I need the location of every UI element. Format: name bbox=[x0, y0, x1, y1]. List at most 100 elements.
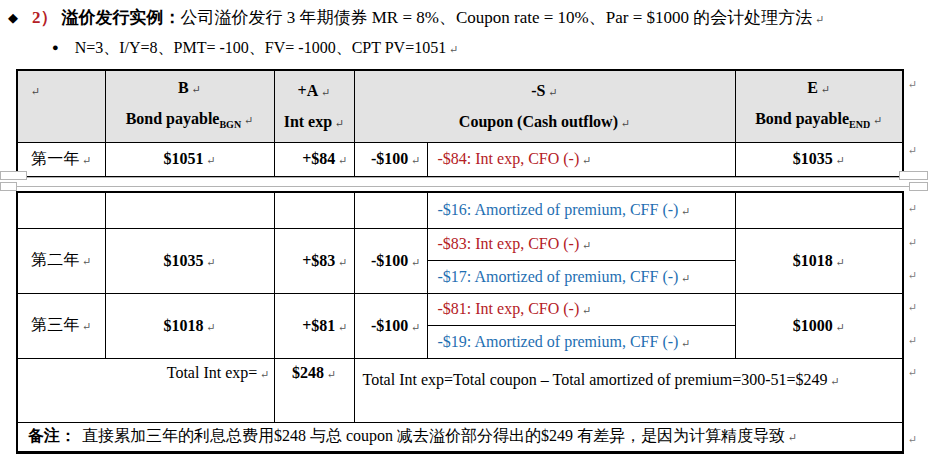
end-of-cell-mark: ↵ bbox=[338, 154, 347, 166]
heading-number: 2） bbox=[32, 8, 58, 27]
year2-int-exp-cell: +$83↵ bbox=[274, 228, 354, 293]
header-int-exp: +A↵ Int exp↵ bbox=[274, 70, 354, 143]
year3-label-cell: 第三年↵ bbox=[17, 293, 105, 358]
table-row-year1-continued: -$16: Amortized of premium, CFF (-)↵ bbox=[17, 192, 903, 228]
amortization-table-part2: -$16: Amortized of premium, CFF (-)↵ 第二年… bbox=[16, 191, 904, 454]
year1-cff-detail: -$16: Amortized of premium, CFF (-) bbox=[438, 201, 679, 218]
empty-cell bbox=[17, 192, 105, 228]
year1-coupon-value: -$100 bbox=[371, 150, 408, 167]
total-value-cell: $248↵ bbox=[274, 358, 354, 422]
year2-label: 第二年 bbox=[31, 251, 79, 268]
page-margin-box bbox=[0, 171, 27, 180]
end-of-cell-mark: ↵ bbox=[836, 154, 845, 166]
empty-cell bbox=[105, 192, 274, 228]
header-int-exp-label: Int exp bbox=[284, 113, 332, 130]
end-of-cell-mark: ↵ bbox=[206, 154, 215, 166]
header-bond-payable-label: Bond payable bbox=[126, 110, 220, 127]
header-coupon: -S↵ Coupon (Cash outflow)↵ bbox=[354, 70, 735, 143]
end-of-cell-mark: ↵ bbox=[335, 117, 344, 129]
year3-coupon-value: -$100 bbox=[371, 317, 408, 334]
end-of-cell-mark: ↵ bbox=[411, 321, 420, 333]
page-margin-box bbox=[899, 171, 928, 180]
end-of-cell-mark: ↵ bbox=[244, 114, 253, 126]
total-label: Total Int exp= bbox=[167, 364, 258, 381]
end-of-cell-mark: ↵ bbox=[681, 337, 690, 349]
table-row-year2: 第二年↵ $1035↵ +$83↵ -$100↵ -$83: Int exp, … bbox=[17, 228, 903, 260]
year1-cff-detail-cell: -$16: Amortized of premium, CFF (-)↵ bbox=[427, 192, 735, 228]
end-of-cell-mark: ↵ bbox=[82, 154, 91, 166]
end-of-cell-mark: ↵ bbox=[836, 256, 845, 268]
header-empty-cell: ↵ bbox=[17, 70, 105, 143]
remark-text: 直接累加三年的利息总费用$248 与总 coupon 减去溢价部分得出的$249… bbox=[82, 427, 785, 444]
year2-bgn-cell: $1035↵ bbox=[105, 228, 274, 293]
calculator-line: ●N=3、I/Y=8、PMT= -100、FV= -1000、CPT PV=10… bbox=[52, 38, 912, 59]
year2-cff-detail-cell: -$17: Amortized of premium, CFF (-)↵ bbox=[427, 260, 735, 293]
paragraph-mark: ↵ bbox=[815, 13, 824, 25]
year2-coupon-value: -$100 bbox=[371, 252, 408, 269]
end-of-cell-mark: ↵ bbox=[681, 205, 690, 217]
page-margin-box bbox=[0, 182, 17, 191]
year3-end-value: $1000 bbox=[793, 317, 833, 334]
page-break-line bbox=[0, 177, 928, 178]
end-of-cell-mark: ↵ bbox=[411, 256, 420, 268]
year1-end-value: $1035 bbox=[793, 150, 833, 167]
year1-int-exp-value: +$84 bbox=[302, 150, 335, 167]
header-letter-a: +A bbox=[298, 82, 319, 99]
end-of-cell-mark: ↵ bbox=[873, 114, 882, 126]
end-of-cell-mark: ↵ bbox=[621, 117, 630, 129]
paragraph-mark: ↵ bbox=[908, 334, 917, 347]
end-of-cell-mark: ↵ bbox=[82, 320, 91, 332]
end-of-cell-mark: ↵ bbox=[788, 431, 797, 443]
end-of-cell-mark: ↵ bbox=[82, 255, 91, 267]
empty-cell bbox=[274, 192, 354, 228]
year3-cff-detail-cell: -$19: Amortized of premium, CFF (-)↵ bbox=[427, 325, 735, 358]
paragraph-mark: ↵ bbox=[908, 144, 917, 157]
end-of-cell-mark: ↵ bbox=[206, 321, 215, 333]
header-letter-s: -S bbox=[531, 82, 545, 99]
year1-end-cell: $1035↵ bbox=[735, 143, 903, 177]
end-of-cell-mark: ↵ bbox=[411, 154, 420, 166]
year1-coupon-cell: -$100↵ bbox=[354, 143, 427, 177]
end-of-cell-mark: ↵ bbox=[681, 272, 690, 284]
paragraph-mark: ↵ bbox=[908, 301, 917, 314]
empty-cell bbox=[735, 192, 903, 228]
document-page: ◆2）溢价发行实例：公司溢价发行 3 年期债券 MR = 8%、Coupon r… bbox=[0, 0, 928, 462]
amortization-table-part1: ↵ B↵ Bond payableBGN↵ +A↵ Int exp↵ -S↵ C… bbox=[16, 69, 904, 178]
table-row-total: Total Int exp=↵ $248↵ Total Int exp=Tota… bbox=[17, 358, 903, 422]
year2-cfo-detail-cell: -$83: Int exp, CFO (-)↵ bbox=[427, 228, 735, 260]
year3-cfo-detail-cell: -$81: Int exp, CFO (-)↵ bbox=[427, 293, 735, 325]
year3-int-exp-value: +$81 bbox=[302, 317, 335, 334]
year1-cfo-detail-cell: -$84: Int exp, CFO (-)↵ bbox=[427, 143, 735, 177]
paragraph-mark: ↵ bbox=[449, 43, 458, 55]
heading-text: 公司溢价发行 3 年期债券 MR = 8%、Coupon rate = 10%、… bbox=[181, 8, 813, 27]
end-of-cell-mark: ↵ bbox=[549, 86, 558, 98]
year2-cff-detail: -$17: Amortized of premium, CFF (-) bbox=[438, 268, 679, 285]
header-bond-payable-bgn: B↵ Bond payableBGN↵ bbox=[105, 70, 274, 143]
empty-cell bbox=[354, 192, 427, 228]
end-of-cell-mark: ↵ bbox=[327, 368, 336, 380]
end-of-cell-mark: ↵ bbox=[260, 368, 269, 380]
total-note-cell: Total Int exp=Total coupon – Total amort… bbox=[354, 358, 903, 422]
paragraph-mark: ↵ bbox=[908, 366, 917, 379]
header-letter-b: B bbox=[178, 79, 189, 96]
header-bond-payable-end: E↵ Bond payableEND↵ bbox=[735, 70, 903, 143]
end-of-cell-mark: ↵ bbox=[192, 83, 201, 95]
year2-label-cell: 第二年↵ bbox=[17, 228, 105, 293]
total-value: $248 bbox=[292, 364, 324, 381]
remark-cell: 备注：直接累加三年的利息总费用$248 与总 coupon 减去溢价部分得出的$… bbox=[17, 422, 903, 452]
end-of-cell-mark: ↵ bbox=[582, 239, 591, 251]
end-of-cell-mark: ↵ bbox=[836, 321, 845, 333]
year2-end-value: $1018 bbox=[793, 252, 833, 269]
year3-label: 第三年 bbox=[31, 316, 79, 333]
year3-coupon-cell: -$100↵ bbox=[354, 293, 427, 358]
table-header-row: ↵ B↵ Bond payableBGN↵ +A↵ Int exp↵ -S↵ C… bbox=[17, 70, 903, 143]
year3-cff-detail: -$19: Amortized of premium, CFF (-) bbox=[438, 333, 679, 350]
year1-label-cell: 第一年↵ bbox=[17, 143, 105, 177]
end-of-cell-mark: ↵ bbox=[582, 154, 591, 166]
paragraph-mark: ↵ bbox=[908, 269, 917, 282]
year3-bgn-value: $1018 bbox=[163, 317, 203, 334]
year1-bgn-cell: $1051↵ bbox=[105, 143, 274, 177]
paragraph-mark: ↵ bbox=[908, 78, 917, 91]
year3-end-cell: $1000↵ bbox=[735, 293, 903, 358]
total-note-text: Total Int exp=Total coupon – Total amort… bbox=[363, 371, 828, 388]
